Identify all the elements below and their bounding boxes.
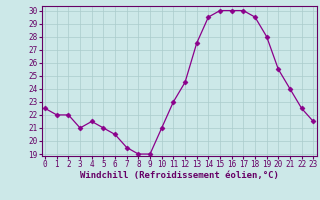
X-axis label: Windchill (Refroidissement éolien,°C): Windchill (Refroidissement éolien,°C) bbox=[80, 171, 279, 180]
